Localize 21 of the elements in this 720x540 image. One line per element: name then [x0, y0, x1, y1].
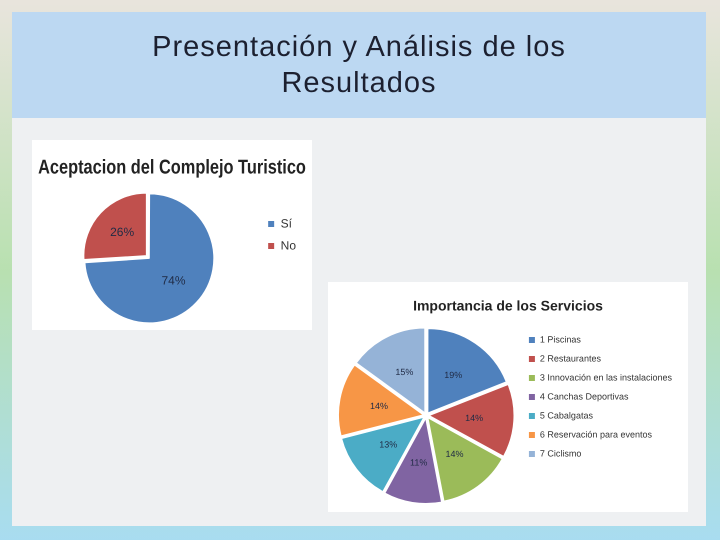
data-label: 11%	[410, 457, 428, 468]
legend-label: 7 Ciclismo	[540, 448, 582, 458]
legend-label: 3 Innovación en las instalaciones	[540, 372, 672, 382]
legend-label: 1 Piscinas	[540, 334, 582, 344]
text: Presentación y Análisis de los Resultados	[151, 30, 567, 101]
data-label: 14%	[465, 412, 484, 423]
legend-label: 6 Reservación para eventos	[540, 429, 652, 440]
data-label: 74%	[162, 273, 186, 288]
chart-title: Aceptacion del Complejo Turistico	[38, 154, 306, 178]
legend-label: 4 Canchas Deportivas	[540, 391, 629, 402]
legend-label: 5 Cabalgatas	[540, 410, 594, 420]
data-label: 15%	[395, 367, 414, 378]
text: Importancia de los Servicios	[413, 297, 604, 314]
legend-label: 2 Restaurantes	[540, 353, 602, 364]
data-label: 14%	[445, 448, 464, 459]
legend-label: Sí	[280, 216, 293, 230]
data-label: 14%	[370, 400, 388, 411]
data-label: 19%	[444, 370, 462, 380]
legend-label: No	[280, 238, 296, 252]
data-label: 26%	[110, 225, 134, 240]
data-label: 13%	[379, 439, 398, 450]
